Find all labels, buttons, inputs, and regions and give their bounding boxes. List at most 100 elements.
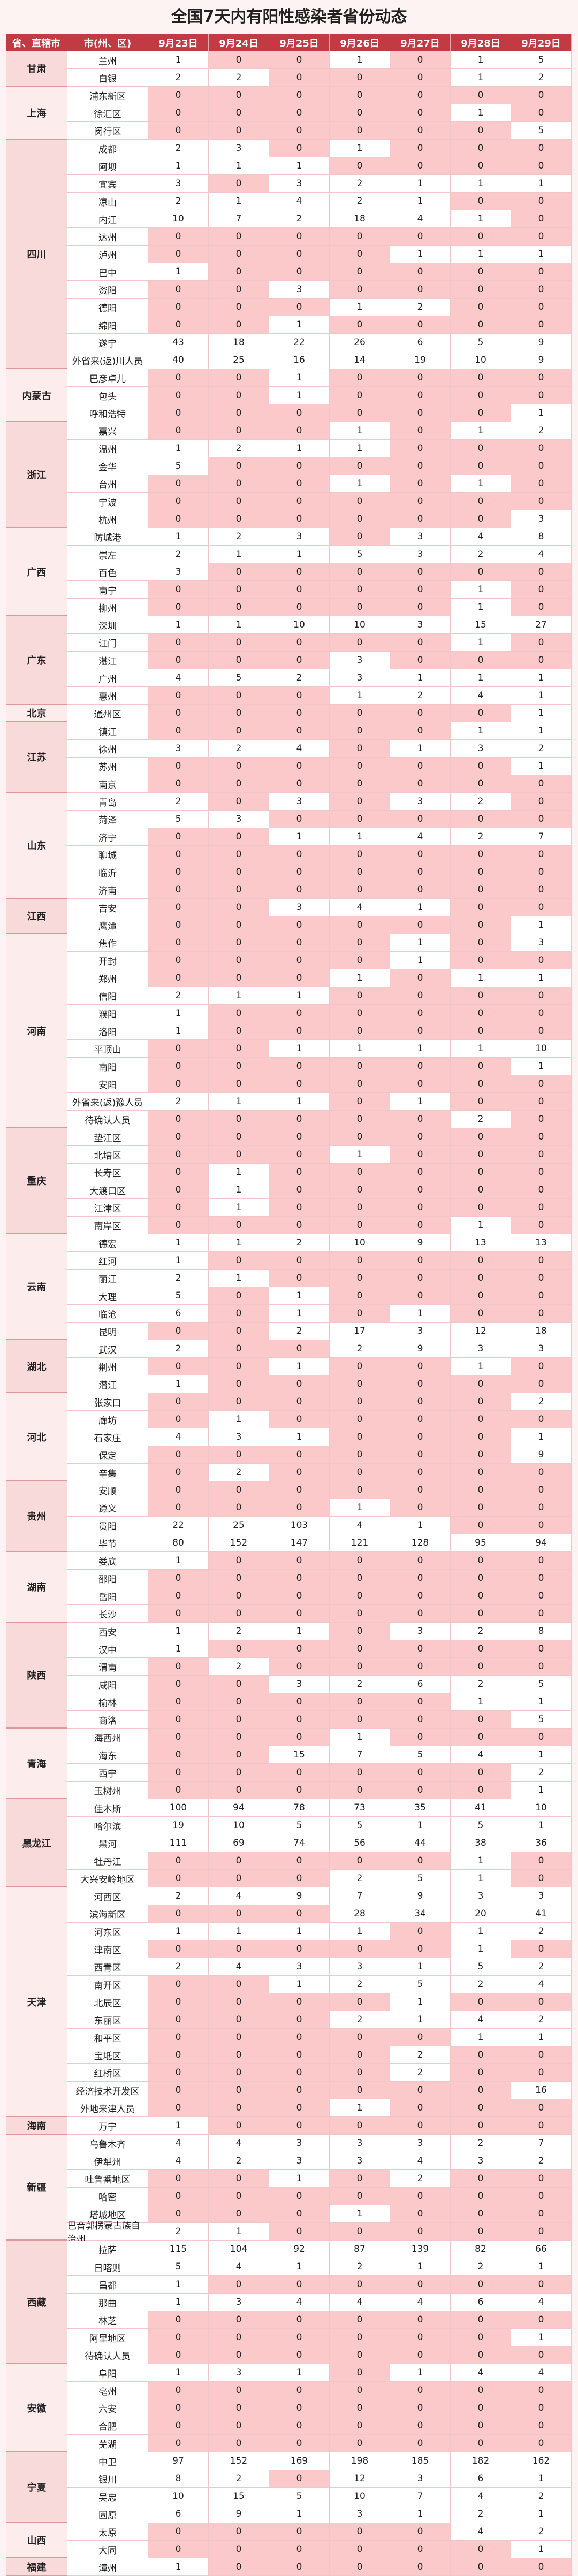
- count-cell: 6: [148, 2505, 209, 2523]
- count-cell: 0: [451, 1075, 511, 1092]
- count-cell: 1: [148, 51, 209, 68]
- city-cell: 开封: [67, 952, 148, 969]
- count-cell: 0: [451, 899, 511, 916]
- count-cell: 0: [330, 1075, 390, 1092]
- table-row: 南阳 0 0 0 0 0 0 1: [6, 1058, 572, 1075]
- count-cell: 1: [330, 1923, 390, 1940]
- table-row: 呼和浩特 0 0 0 0 0 0 1: [6, 404, 572, 422]
- count-cell: 8: [148, 2470, 209, 2487]
- count-cell: 0: [209, 1940, 269, 1958]
- count-cell: 1: [209, 1234, 269, 1251]
- province-label: 甘肃: [6, 51, 67, 87]
- count-cell: 1: [511, 246, 572, 263]
- count-cell: 0: [148, 2541, 209, 2558]
- city-cell: 和平区: [67, 2029, 148, 2046]
- table-row: 万宁 1 0 0 0 0 0 0: [6, 2117, 572, 2135]
- table-row: 河西区 2 4 9 7 9 3 3: [6, 1887, 572, 1905]
- table-row: 济南 0 0 0 0 0 0 0: [6, 881, 572, 899]
- count-cell: 0: [330, 1764, 390, 1781]
- count-cell: 0: [209, 1605, 269, 1622]
- count-cell: 0: [269, 705, 330, 722]
- table-row: 北培区 0 0 0 1 0 0 0: [6, 1146, 572, 1164]
- count-cell: 1: [451, 1923, 511, 1940]
- table-row: 佳木斯 100 94 78 73 35 41 10: [6, 1799, 572, 1817]
- count-cell: 2: [451, 1111, 511, 1128]
- count-cell: 1: [148, 616, 209, 633]
- count-cell: 0: [390, 1075, 451, 1092]
- count-cell: 0: [148, 2382, 209, 2399]
- count-cell: 4: [269, 193, 330, 210]
- count-cell: 18: [330, 210, 390, 227]
- count-cell: 0: [511, 193, 572, 210]
- count-cell: 0: [390, 1711, 451, 1728]
- count-cell: 0: [269, 758, 330, 775]
- table-row: 芜湖 0 0 0 0 0 0 0: [6, 2435, 572, 2452]
- count-cell: 0: [148, 1181, 209, 1198]
- count-cell: 2: [148, 1340, 209, 1357]
- count-cell: 0: [511, 1128, 572, 1145]
- city-cell: 安阳: [67, 1075, 148, 1092]
- count-cell: 0: [451, 1658, 511, 1675]
- count-cell: 0: [511, 1729, 572, 1746]
- count-cell: 4: [390, 210, 451, 227]
- city-cell: 兰州: [67, 51, 148, 68]
- count-cell: 0: [330, 1570, 390, 1587]
- count-cell: 0: [330, 2541, 390, 2558]
- count-cell: 0: [269, 1993, 330, 2011]
- count-cell: 0: [330, 563, 390, 580]
- count-cell: 5: [148, 1287, 209, 1304]
- table-row: 渭南 0 2 0 0 0 0 0: [6, 1658, 572, 1676]
- count-cell: 0: [451, 387, 511, 404]
- count-cell: 0: [209, 1022, 269, 1039]
- count-cell: 0: [209, 705, 269, 722]
- table-row: 百色 3 0 0 0 0 0 0: [6, 563, 572, 581]
- table-row: 吴忠 10 15 5 10 7 4 2: [6, 2488, 572, 2505]
- count-cell: 0: [390, 2417, 451, 2434]
- count-cell: 0: [330, 1940, 390, 1958]
- count-cell: 0: [269, 1181, 330, 1198]
- count-cell: 1: [209, 616, 269, 633]
- count-cell: 0: [390, 2082, 451, 2099]
- count-cell: 1: [330, 969, 390, 987]
- count-cell: 4: [148, 1428, 209, 1446]
- count-cell: 0: [330, 493, 390, 510]
- count-cell: 2: [390, 2064, 451, 2081]
- count-cell: 0: [209, 387, 269, 404]
- count-cell: 121: [330, 1534, 390, 1551]
- table-row: 遵义 0 0 0 1 0 0 0: [6, 1499, 572, 1517]
- count-cell: 0: [269, 87, 330, 104]
- table-row: 徐州 3 2 4 0 1 3 2: [6, 740, 572, 758]
- count-cell: 1: [269, 2505, 330, 2523]
- city-cell: 咸阳: [67, 1676, 148, 1693]
- count-cell: 0: [511, 2435, 572, 2452]
- count-cell: 0: [451, 2205, 511, 2222]
- count-cell: 95: [451, 1534, 511, 1551]
- count-cell: 0: [511, 1640, 572, 1657]
- count-cell: 0: [209, 899, 269, 916]
- count-cell: 0: [148, 404, 209, 422]
- count-cell: 0: [269, 104, 330, 121]
- city-cell: 待确认人员: [67, 2346, 148, 2364]
- count-cell: 1: [451, 581, 511, 598]
- count-cell: 2: [148, 1958, 209, 1975]
- province-label: 内蒙古: [6, 369, 67, 422]
- count-cell: 4: [390, 828, 451, 845]
- count-cell: 0: [269, 1782, 330, 1799]
- count-cell: 0: [269, 969, 330, 987]
- count-cell: 0: [330, 775, 390, 792]
- count-cell: 0: [148, 1693, 209, 1710]
- count-cell: 0: [390, 1570, 451, 1587]
- count-cell: 3: [269, 899, 330, 916]
- count-cell: 0: [390, 104, 451, 121]
- count-cell: 0: [390, 1940, 451, 1958]
- count-cell: 0: [148, 1870, 209, 1887]
- count-cell: 4: [390, 2152, 451, 2169]
- count-cell: 0: [390, 1464, 451, 1481]
- count-cell: 35: [390, 1799, 451, 1816]
- count-cell: 0: [390, 69, 451, 86]
- count-cell: 198: [330, 2452, 390, 2470]
- count-cell: 0: [390, 1058, 451, 1075]
- city-cell: 保定: [67, 1446, 148, 1463]
- count-cell: 0: [390, 722, 451, 739]
- count-cell: 3: [390, 1623, 451, 1640]
